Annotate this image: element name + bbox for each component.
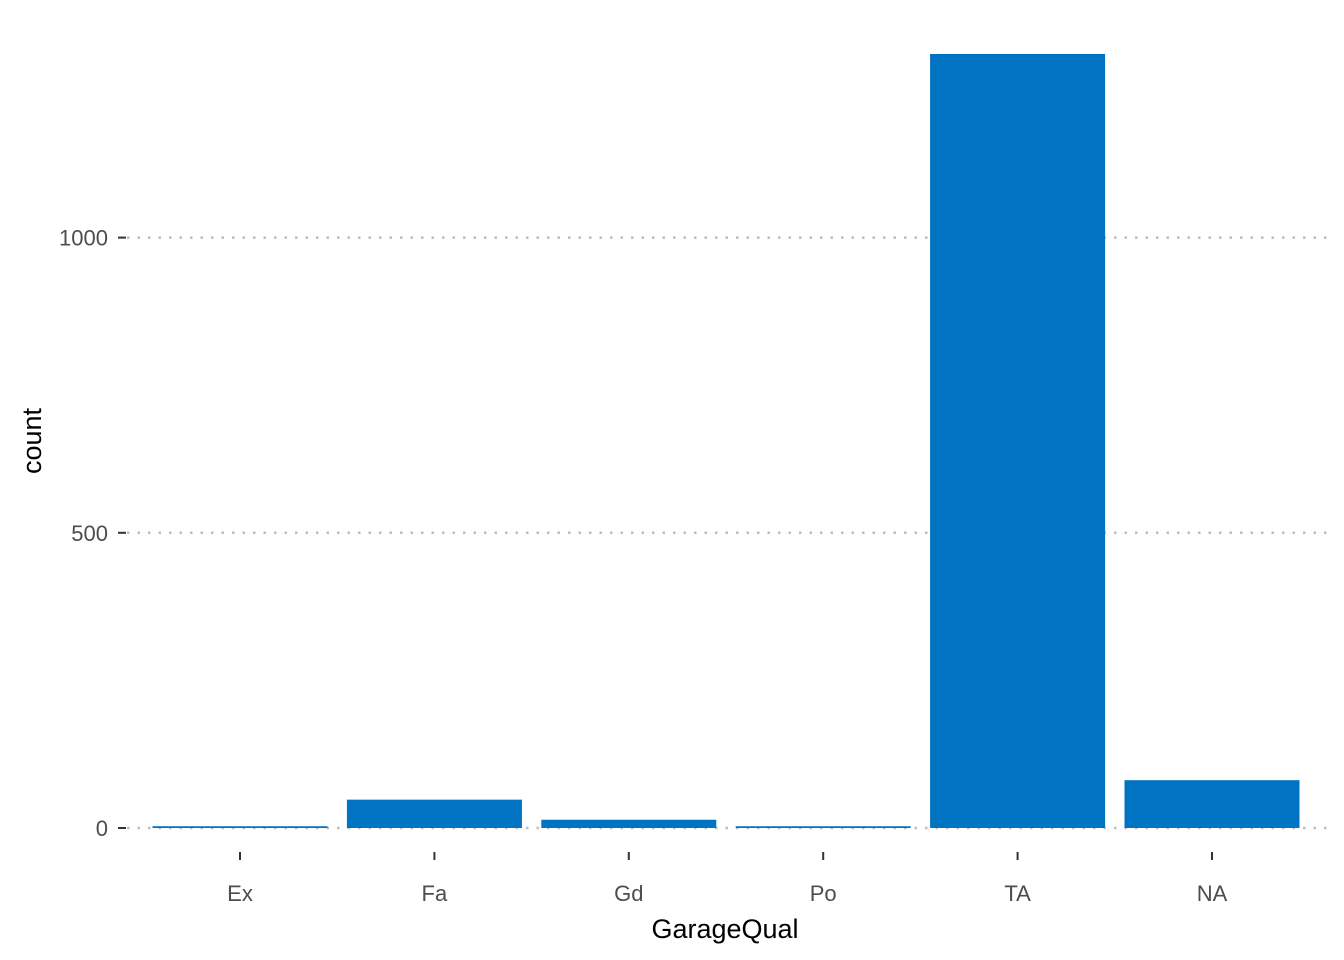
bar — [541, 819, 717, 828]
bars — [152, 54, 1300, 828]
gridlines — [127, 236, 1330, 830]
bar — [152, 826, 328, 828]
x-axis: Ex Fa Gd Po TA NA — [227, 852, 1228, 906]
x-tick-label: NA — [1197, 881, 1228, 906]
y-axis: 0 500 1000 — [59, 226, 126, 841]
bar — [346, 799, 522, 828]
y-axis-title: count — [17, 407, 47, 474]
bar — [1124, 780, 1300, 828]
x-tick-label: Po — [810, 881, 837, 906]
y-tick-label: 500 — [71, 521, 108, 546]
y-tick-label: 1000 — [59, 226, 108, 251]
bar — [735, 826, 911, 828]
x-tick-label: Fa — [422, 881, 448, 906]
x-tick-label: TA — [1004, 881, 1031, 906]
x-tick-label: Gd — [614, 881, 643, 906]
x-axis-title: GarageQual — [651, 914, 798, 944]
y-tick-label: 0 — [96, 816, 108, 841]
bar — [930, 54, 1106, 828]
x-tick-label: Ex — [227, 881, 253, 906]
